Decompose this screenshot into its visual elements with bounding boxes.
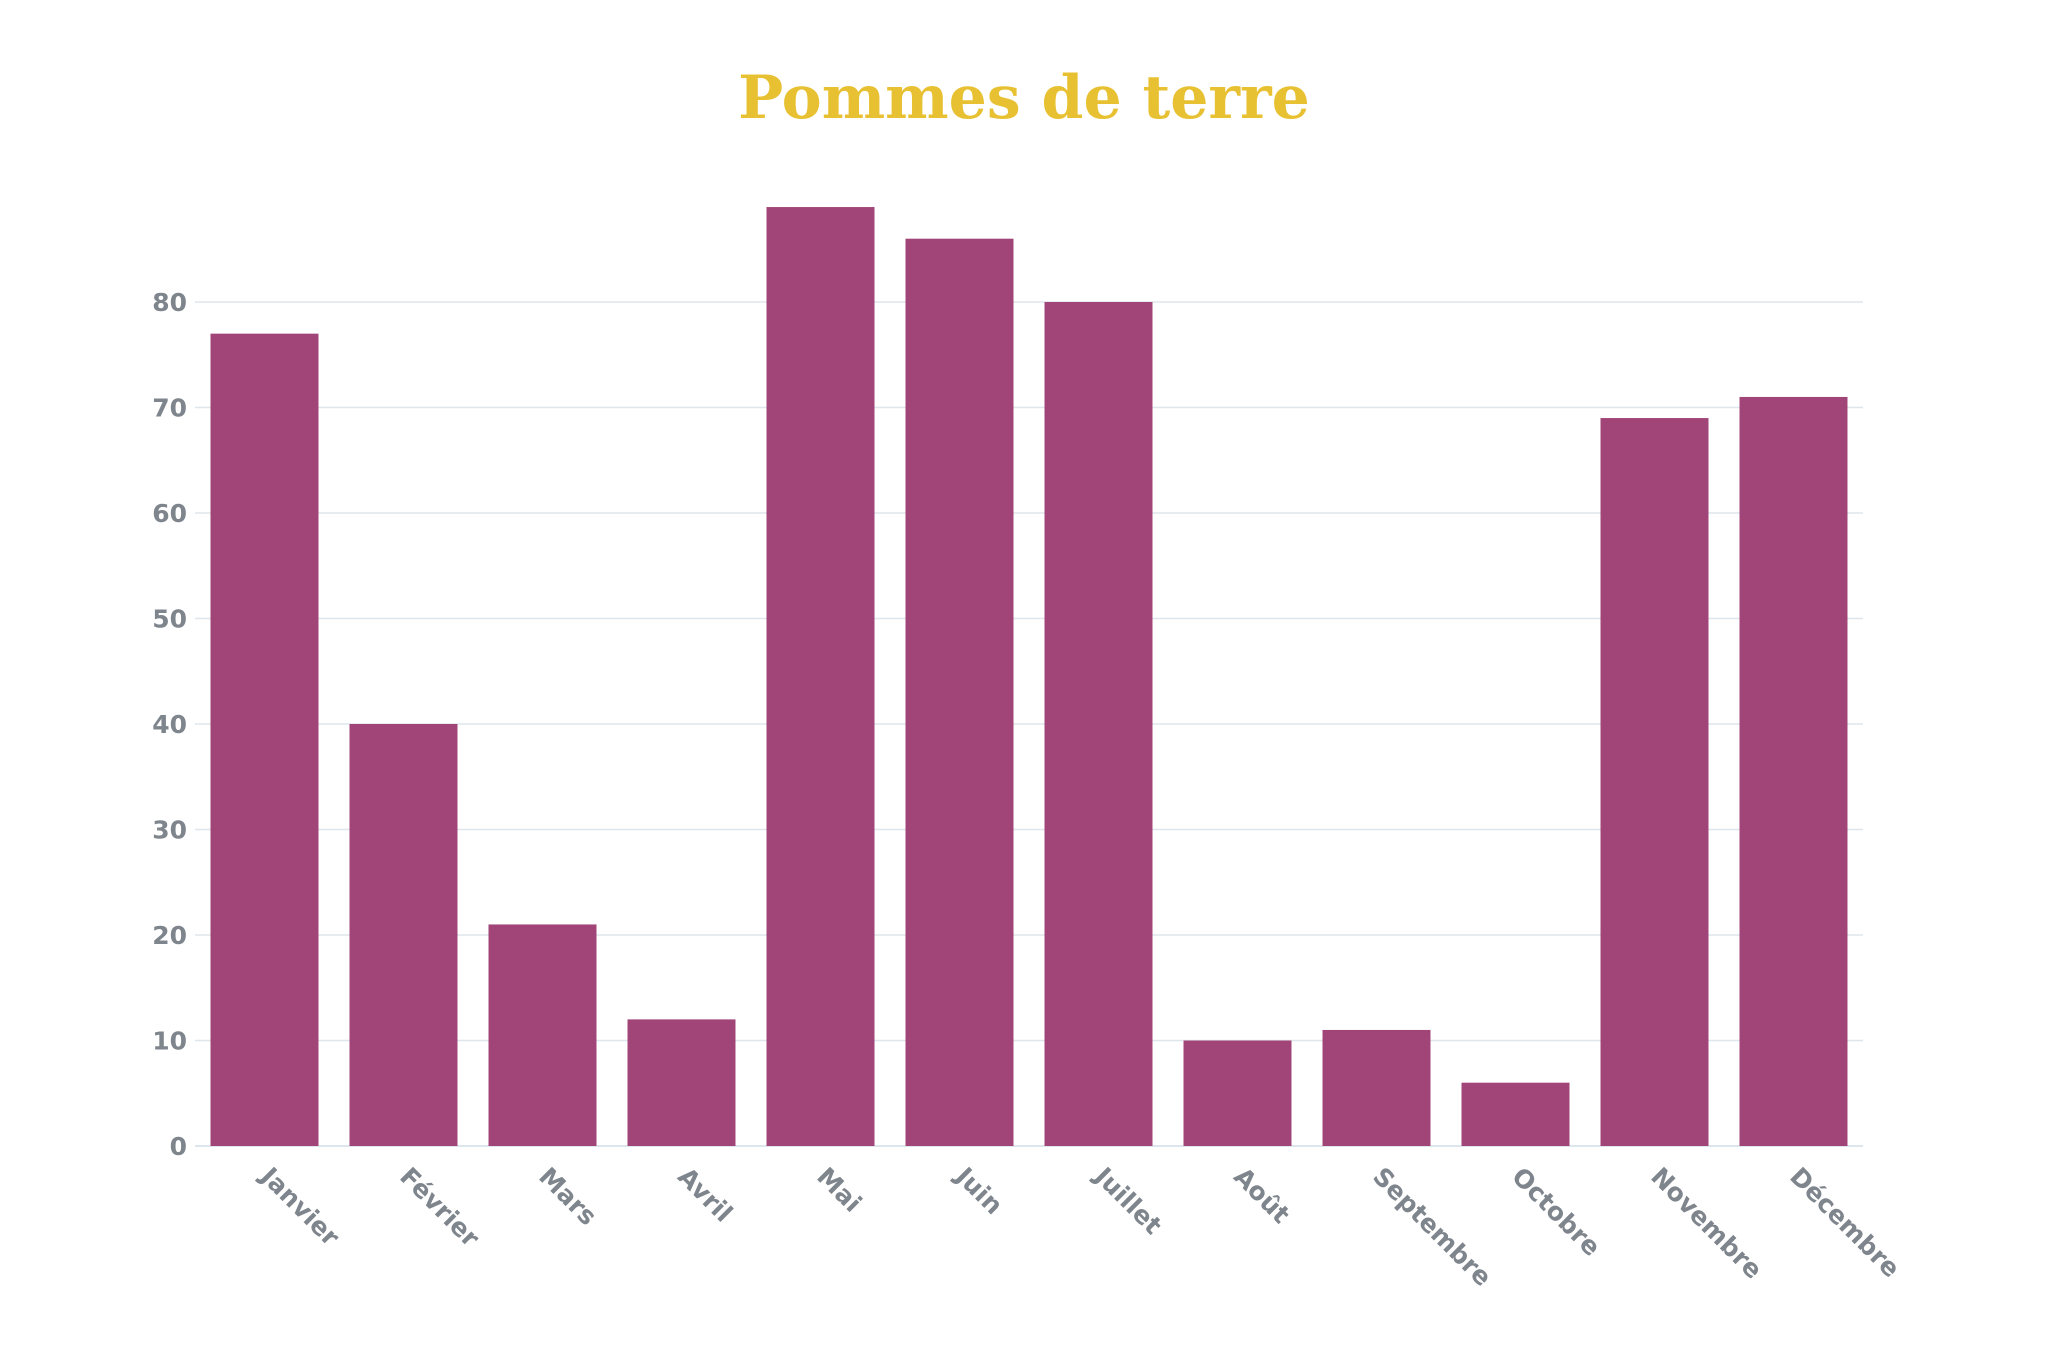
- x-tick-label: Janvier: [254, 1160, 346, 1252]
- y-tick-label: 40: [152, 710, 187, 739]
- x-tick-label: Juin: [949, 1160, 1009, 1220]
- y-tick-label: 0: [170, 1132, 187, 1161]
- x-tick-label: Octobre: [1506, 1162, 1606, 1262]
- x-tick-label: Avril: [672, 1162, 738, 1228]
- x-tick-label: Août: [1228, 1162, 1295, 1229]
- bar-Novembre: [1600, 418, 1709, 1146]
- bar-Août: [1183, 1040, 1292, 1146]
- y-tick-label: 50: [152, 605, 187, 634]
- x-tick-label: Septembre: [1367, 1162, 1497, 1292]
- x-axis-ticks: Janvier Février Mars Avril Mai Juin Juillet Aoû…: [254, 1160, 1906, 1292]
- bar-Décembre: [1739, 396, 1848, 1146]
- y-tick-label: 80: [152, 288, 187, 317]
- bar-Mai: [766, 207, 875, 1147]
- x-tick-label: Mars: [533, 1162, 602, 1231]
- bar-Mars: [488, 924, 597, 1146]
- y-tick-label: 20: [152, 921, 187, 950]
- x-tick-label: Février: [394, 1162, 485, 1253]
- bar-Avril: [627, 1019, 736, 1146]
- gridlines: [195, 301, 1863, 1147]
- x-tick-label: Juillet: [1088, 1160, 1168, 1240]
- x-tick-label: Novembre: [1645, 1162, 1768, 1285]
- bar-Octobre: [1461, 1082, 1570, 1146]
- y-tick-label: 10: [152, 1027, 187, 1056]
- bar-Juillet: [1044, 302, 1153, 1146]
- y-tick-label: 70: [152, 394, 187, 423]
- y-axis-ticks: 0 10 20 30 40 50 60 70 80: [152, 288, 187, 1161]
- y-tick-label: 30: [152, 816, 187, 845]
- chart-title: Pommes de terre: [738, 63, 1310, 133]
- bars: [210, 207, 1848, 1147]
- bar-Juin: [905, 238, 1014, 1146]
- bar-Février: [349, 724, 458, 1146]
- x-tick-label: Mai: [811, 1162, 867, 1218]
- bar-Septembre: [1322, 1029, 1431, 1146]
- y-tick-label: 60: [152, 499, 187, 528]
- x-tick-label: Décembre: [1784, 1162, 1905, 1283]
- bar-Janvier: [210, 333, 319, 1146]
